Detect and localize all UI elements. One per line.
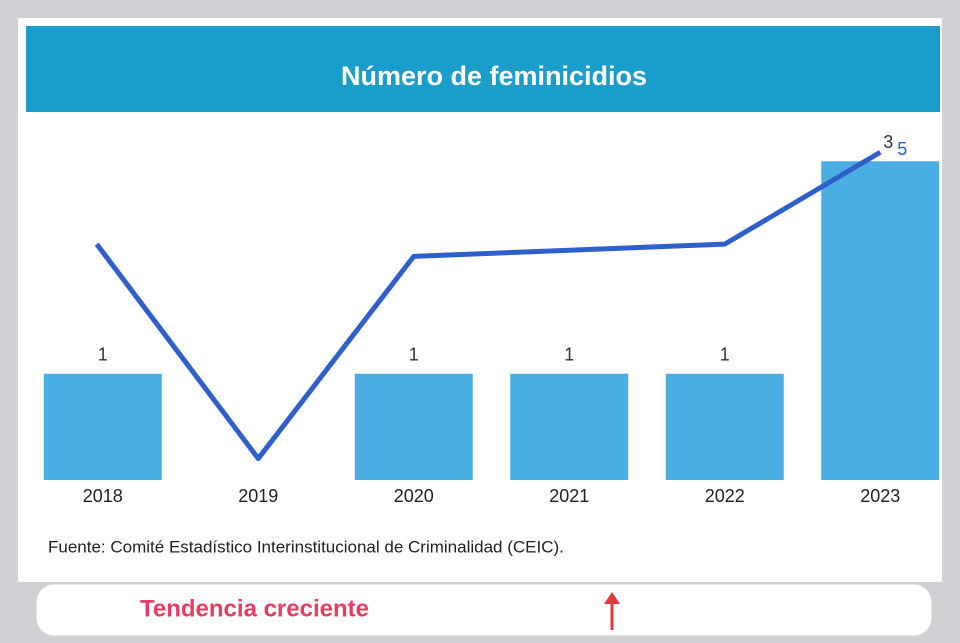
bar-value-label: 1 <box>564 345 574 365</box>
chart-title: Número de feminicidios <box>341 61 647 91</box>
bar-value-label: 1 <box>409 345 419 365</box>
header <box>26 26 940 112</box>
source: Fuente: Comité Estadístico Interinstituc… <box>48 537 564 556</box>
arrow-head <box>604 592 620 604</box>
bar-value-label: 1 <box>720 345 730 365</box>
x-tick-label: 2022 <box>705 486 745 506</box>
trend-box <box>35 583 933 637</box>
bar-value-label: 1 <box>98 345 108 365</box>
x-tick-label: 2019 <box>238 486 278 506</box>
bar-value-label: 3 <box>883 132 893 152</box>
trend-arrow <box>604 592 620 630</box>
trend-line <box>94 150 882 462</box>
x-tick-label: 2023 <box>860 486 900 506</box>
x-tick-label: 2020 <box>394 486 434 506</box>
bar <box>510 373 629 480</box>
x-tick-label: 2018 <box>83 486 123 506</box>
bar <box>665 373 784 480</box>
bar <box>43 373 162 480</box>
bar <box>821 161 940 480</box>
line-value-label: 5 <box>897 139 907 159</box>
x-tick-label: 2021 <box>549 486 589 506</box>
annotation: Tendencia creciente <box>140 595 369 622</box>
bar <box>354 373 473 480</box>
